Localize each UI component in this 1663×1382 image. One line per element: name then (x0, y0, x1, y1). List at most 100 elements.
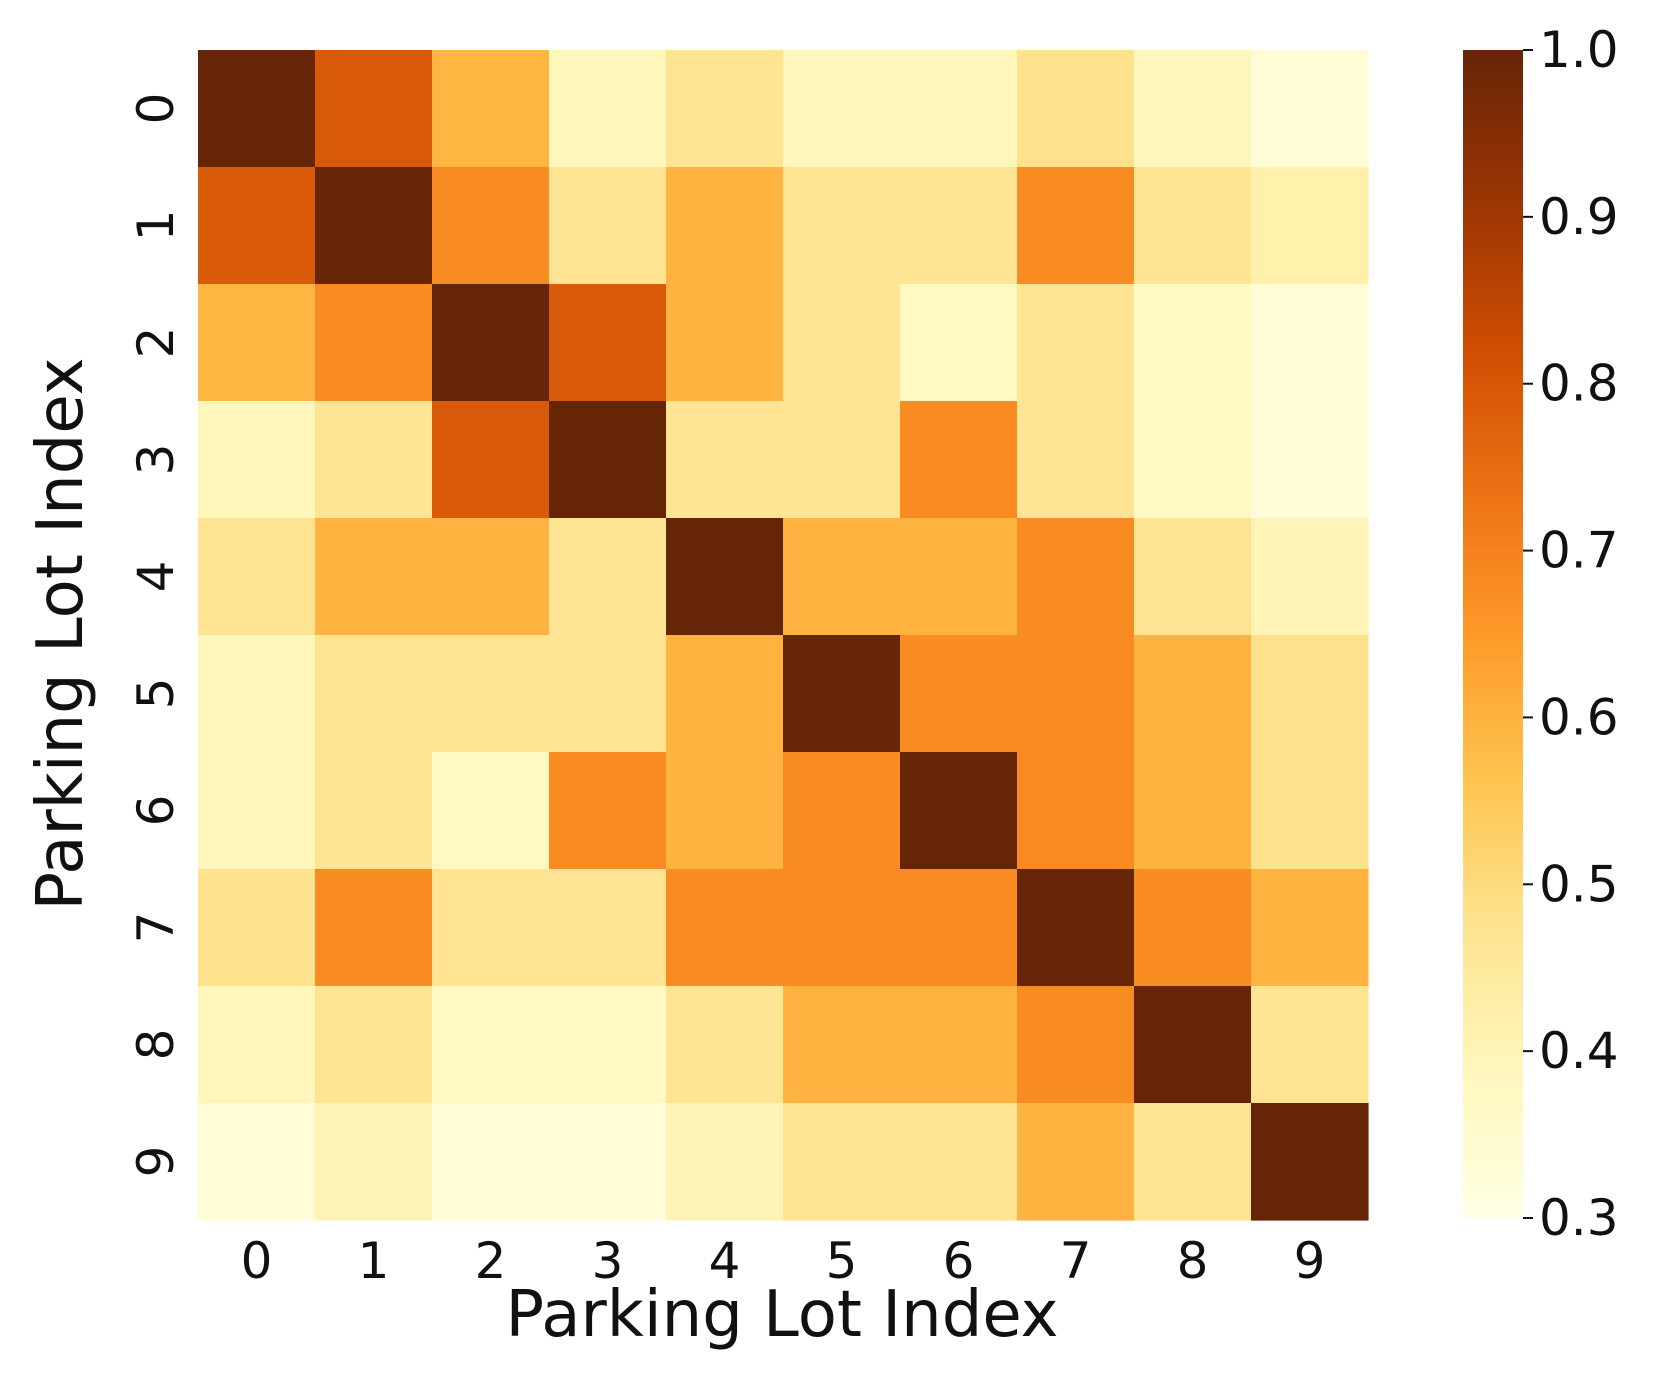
heatmap-cell-9-3 (549, 1103, 667, 1221)
y-tick-label: 9 (127, 1146, 185, 1178)
heatmap-cell-3-6 (900, 401, 1018, 519)
heatmap-cell-9-6 (900, 1103, 1018, 1221)
heatmap-cell-4-4 (666, 518, 784, 636)
heatmap-cell-2-9 (1251, 284, 1369, 402)
heatmap-cell-7-6 (900, 869, 1018, 987)
heatmap-cell-7-0 (198, 869, 316, 987)
heatmap-cell-6-1 (315, 752, 433, 870)
y-tick-label: 1 (127, 210, 185, 242)
heatmap-cell-6-3 (549, 752, 667, 870)
heatmap-cell-7-2 (432, 869, 550, 987)
heatmap-cell-4-9 (1251, 518, 1369, 636)
heatmap-cell-1-7 (1017, 167, 1135, 285)
x-tick-label: 2 (475, 1232, 507, 1290)
heatmap-cell-0-2 (432, 50, 550, 168)
heatmap-cell-7-4 (666, 869, 784, 987)
heatmap-cell-5-0 (198, 635, 316, 753)
heatmap-cell-5-7 (1017, 635, 1135, 753)
heatmap-cell-3-9 (1251, 401, 1369, 519)
heatmap-cell-2-6 (900, 284, 1018, 402)
colorbar-tick-label: 0.7 (1539, 522, 1619, 580)
y-tick-label: 7 (127, 912, 185, 944)
heatmap-cell-1-2 (432, 167, 550, 285)
y-tick-label: 4 (127, 561, 185, 593)
x-axis-title: Parking Lot Index (506, 1278, 1059, 1352)
heatmap-cell-1-8 (1134, 167, 1252, 285)
y-tick-label: 2 (127, 327, 185, 359)
heatmap-cell-8-7 (1017, 986, 1135, 1104)
heatmap-cell-7-9 (1251, 869, 1369, 987)
heatmap-cell-8-5 (783, 986, 901, 1104)
heatmap-cell-8-6 (900, 986, 1018, 1104)
heatmap-cell-8-4 (666, 986, 784, 1104)
heatmap-cell-5-6 (900, 635, 1018, 753)
heatmap-cell-5-2 (432, 635, 550, 753)
heatmap-cell-6-0 (198, 752, 316, 870)
heatmap-cell-6-2 (432, 752, 550, 870)
y-tick-label: 0 (127, 93, 185, 125)
heatmap-cell-6-8 (1134, 752, 1252, 870)
heatmap-cell-0-4 (666, 50, 784, 168)
heatmap-cell-5-5 (783, 635, 901, 753)
heatmap-cell-1-6 (900, 167, 1018, 285)
x-tick-label: 0 (241, 1232, 273, 1290)
heatmap-cell-3-2 (432, 401, 550, 519)
heatmap-cell-3-3 (549, 401, 667, 519)
x-tick-labels: 0 1 2 3 4 5 6 7 8 9 (241, 1232, 1326, 1290)
heatmap-cell-1-5 (783, 167, 901, 285)
heatmap-cell-6-5 (783, 752, 901, 870)
x-tick-label: 1 (358, 1232, 390, 1290)
heatmap-cells (198, 50, 1369, 1221)
heatmap-cell-7-8 (1134, 869, 1252, 987)
heatmap-cell-5-9 (1251, 635, 1369, 753)
heatmap-cell-4-5 (783, 518, 901, 636)
heatmap-cell-2-2 (432, 284, 550, 402)
colorbar (1463, 50, 1523, 1218)
colorbar-tick-label: 0.8 (1539, 355, 1619, 413)
heatmap-cell-1-1 (315, 167, 433, 285)
heatmap-cell-0-5 (783, 50, 901, 168)
heatmap-cell-7-1 (315, 869, 433, 987)
heatmap-cell-9-9 (1251, 1103, 1369, 1221)
y-tick-label: 5 (127, 678, 185, 710)
heatmap-cell-4-1 (315, 518, 433, 636)
x-tick-label: 6 (943, 1232, 975, 1290)
heatmap-cell-4-7 (1017, 518, 1135, 636)
heatmap-cell-5-8 (1134, 635, 1252, 753)
heatmap-cell-7-7 (1017, 869, 1135, 987)
heatmap-cell-1-0 (198, 167, 316, 285)
colorbar-tick-label: 1.0 (1539, 21, 1619, 79)
heatmap-cell-8-2 (432, 986, 550, 1104)
colorbar-tick-label: 0.6 (1539, 688, 1619, 746)
heatmap-cell-1-3 (549, 167, 667, 285)
heatmap-cell-2-3 (549, 284, 667, 402)
x-tick-label: 5 (826, 1232, 858, 1290)
heatmap-cell-2-1 (315, 284, 433, 402)
heatmap-cell-3-4 (666, 401, 784, 519)
colorbar-tick-label: 0.3 (1539, 1189, 1619, 1247)
heatmap-cell-7-5 (783, 869, 901, 987)
x-tick-label: 9 (1294, 1232, 1326, 1290)
heatmap-cell-9-0 (198, 1103, 316, 1221)
heatmap-cell-7-3 (549, 869, 667, 987)
heatmap-cell-0-3 (549, 50, 667, 168)
heatmap-cell-9-8 (1134, 1103, 1252, 1221)
heatmap-cell-6-4 (666, 752, 784, 870)
heatmap-cell-0-8 (1134, 50, 1252, 168)
heatmap-cell-9-4 (666, 1103, 784, 1221)
heatmap-cell-4-0 (198, 518, 316, 636)
colorbar-tick-label: 0.9 (1539, 188, 1619, 246)
heatmap-cell-8-9 (1251, 986, 1369, 1104)
heatmap-cell-0-1 (315, 50, 433, 168)
heatmap-cell-0-9 (1251, 50, 1369, 168)
heatmap-cell-4-2 (432, 518, 550, 636)
heatmap-cell-2-5 (783, 284, 901, 402)
heatmap-cell-3-8 (1134, 401, 1252, 519)
heatmap-cell-0-0 (198, 50, 316, 168)
heatmap-cell-2-7 (1017, 284, 1135, 402)
x-tick-label: 8 (1177, 1232, 1209, 1290)
y-axis-title: Parking Lot Index (24, 358, 98, 911)
heatmap-cell-9-7 (1017, 1103, 1135, 1221)
heatmap-cell-5-4 (666, 635, 784, 753)
y-tick-label: 6 (127, 795, 185, 827)
